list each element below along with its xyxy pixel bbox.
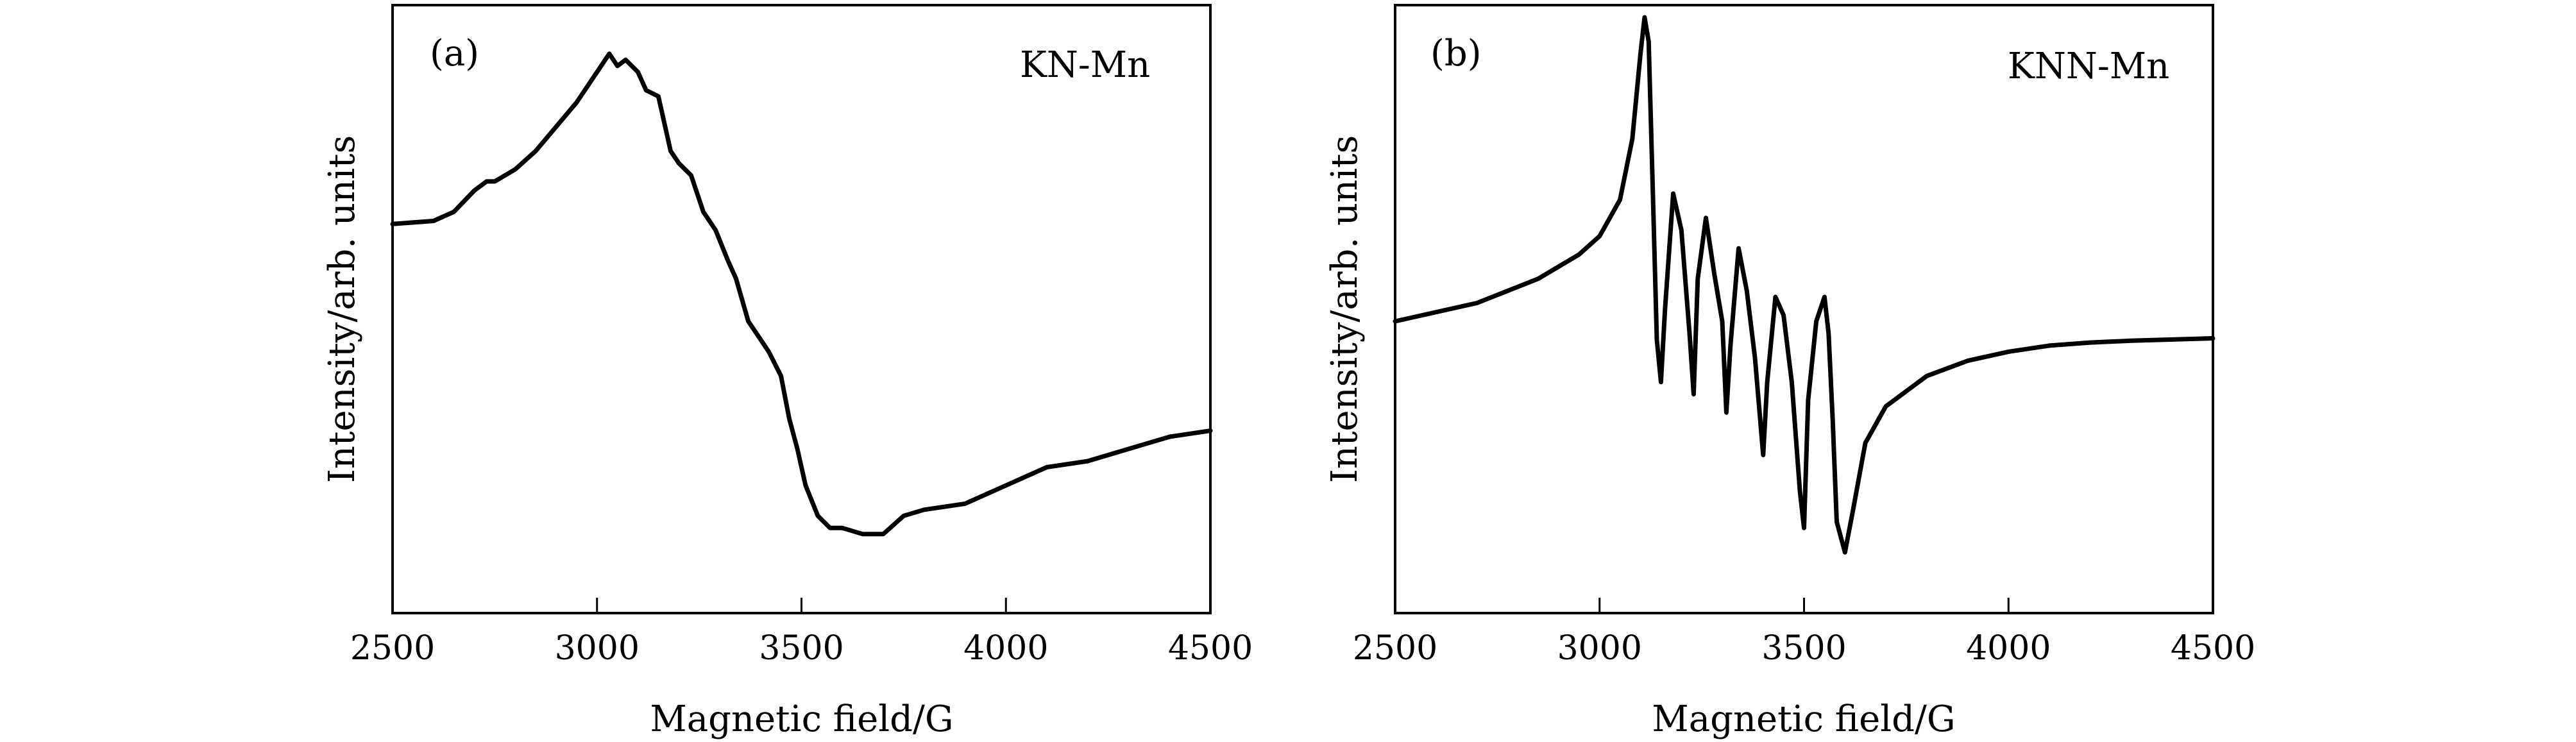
x-ticks-a: 2500 3000 3500 4000 4500 (350, 598, 1253, 668)
panel-a: (a) KN-Mn Magnetic field/G Intensity/arb… (321, 4, 1253, 740)
x-tick-label-4500: 4500 (1168, 629, 1253, 668)
x-tick-label-4000: 4000 (1966, 629, 2051, 668)
x-ticks-b: 2500 3000 3500 4000 4500 (1353, 598, 2255, 668)
plot-frame-a (391, 4, 1212, 614)
x-tick-label-2500: 2500 (1353, 629, 1437, 668)
panel-label-a: (a) (430, 33, 479, 74)
series-annotation-a: KN-Mn (1020, 44, 1150, 86)
x-tick-label-2500: 2500 (350, 629, 435, 668)
x-tick-label-3500: 3500 (759, 629, 843, 668)
x-tick-label-3000: 3000 (555, 629, 640, 668)
x-axis-label-a: Magnetic field/G (650, 698, 953, 740)
panel-label-b: (b) (1430, 33, 1482, 74)
y-axis-label-a: Intensity/arb. units (321, 135, 363, 483)
y-axis-label-b: Intensity/arb. units (1324, 135, 1366, 483)
panel-b: (b) KNN-Mn Magnetic field/G Intensity/ar… (1324, 4, 2255, 740)
series-line-knn-mn (1393, 15, 2216, 555)
x-axis-label-b: Magnetic field/G (1652, 698, 1955, 740)
series-line-kn-mn (390, 51, 1213, 537)
x-tick-label-3500: 3500 (1761, 629, 1846, 668)
x-tick-label-3000: 3000 (1557, 629, 1642, 668)
x-tick-label-4500: 4500 (2171, 629, 2255, 668)
series-annotation-b: KNN-Mn (2008, 46, 2169, 87)
x-tick-label-4000: 4000 (963, 629, 1048, 668)
